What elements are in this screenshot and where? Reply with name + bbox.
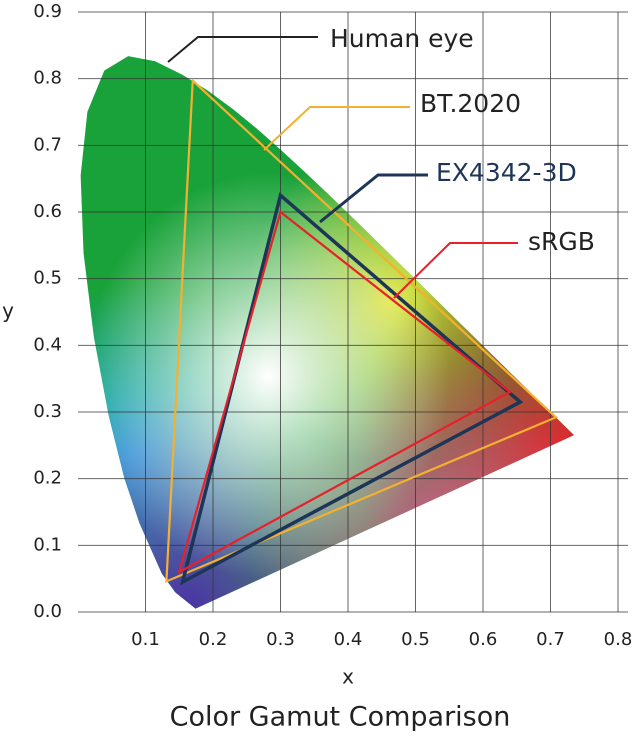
x-tick-label: 0.5: [401, 629, 430, 650]
x-tick-label: 0.7: [536, 629, 565, 650]
leader: [319, 173, 428, 224]
annotation: BT.2020: [420, 89, 521, 118]
x-tick-label: 0.4: [334, 629, 363, 650]
color-shading: [80, 56, 574, 609]
x-axis-label: x: [342, 665, 354, 689]
x-tick-label: 0.1: [131, 629, 160, 650]
gamut-outline: [165, 78, 558, 584]
y-axis-label: y: [2, 299, 14, 323]
annotation: EX4342-3D: [436, 158, 577, 187]
y-tick-label: 0.9: [33, 1, 62, 22]
annotation: Human eye: [330, 24, 474, 53]
x-tick-label: 0.2: [199, 629, 228, 650]
y-tick-label: 0.5: [33, 268, 62, 289]
annotation: sRGB: [528, 227, 595, 256]
y-tick-label: 0.6: [33, 201, 62, 222]
x-tick-label: 0.6: [469, 629, 498, 650]
y-tick-label: 0.4: [33, 334, 62, 355]
leader: [167, 36, 318, 63]
gamut-outline: [177, 210, 512, 575]
chart-title: Color Gamut Comparison: [170, 702, 511, 733]
leader: [393, 242, 518, 299]
y-tick-label: 0.0: [33, 601, 62, 622]
y-tick-label: 0.8: [33, 68, 62, 89]
x-tick-label: 0.3: [266, 629, 295, 650]
y-tick-label: 0.7: [33, 134, 62, 155]
leader: [263, 106, 410, 151]
x-tick-label: 0.8: [604, 629, 633, 650]
y-tick-label: 0.2: [33, 468, 62, 489]
y-tick-label: 0.1: [33, 534, 62, 555]
leader-lines: [167, 36, 518, 299]
y-tick-label: 0.3: [33, 401, 62, 422]
